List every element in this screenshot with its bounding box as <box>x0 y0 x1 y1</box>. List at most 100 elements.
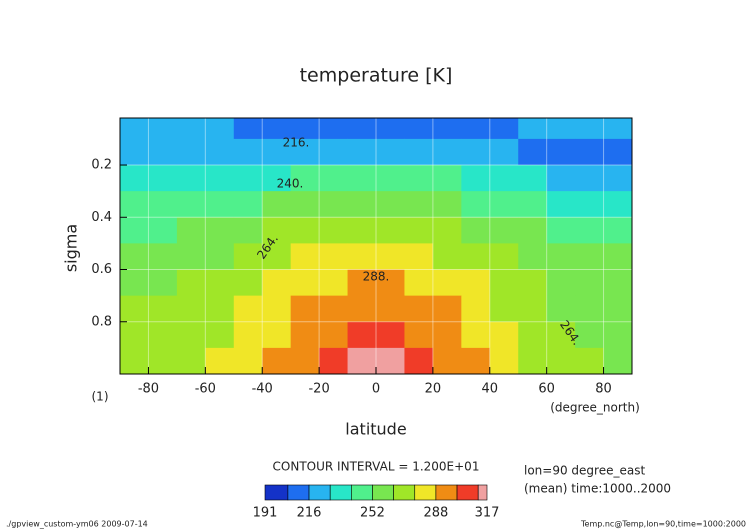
field-cell <box>319 295 349 323</box>
contour-interval: CONTOUR INTERVAL = 1.200E+01 <box>273 460 480 474</box>
field-cell <box>575 217 605 244</box>
note: lon=90 degree_east <box>524 464 645 478</box>
field-cell <box>205 295 235 323</box>
field-cell <box>461 217 491 244</box>
field-cell <box>575 269 605 297</box>
field-cell <box>603 295 633 323</box>
field-cell <box>432 295 462 323</box>
field-cell <box>120 269 149 297</box>
field-cell <box>603 165 633 192</box>
field-cell <box>546 217 576 244</box>
field-cell <box>319 269 349 297</box>
y-tick-label: 0.6 <box>91 262 112 277</box>
field-cell <box>319 191 349 218</box>
field-cell <box>233 321 263 349</box>
field-cell <box>404 118 434 140</box>
field-cell <box>575 191 605 218</box>
field-cell <box>290 191 320 218</box>
colorbar-segment <box>351 484 373 501</box>
field-cell <box>404 217 434 244</box>
field-cell <box>120 138 149 166</box>
field-cell <box>376 118 405 140</box>
field-cell <box>376 321 405 349</box>
field-cell <box>404 269 434 297</box>
y-tick-label: 0.8 <box>91 314 112 329</box>
field-cell <box>404 165 434 192</box>
field-cell <box>290 347 320 375</box>
field-cell <box>347 118 377 140</box>
field-cell <box>120 165 149 192</box>
field-cell <box>518 165 548 192</box>
field-cell <box>432 118 462 140</box>
field-cell <box>432 191 462 218</box>
field-cell <box>461 295 491 323</box>
field-cell <box>461 321 491 349</box>
field-cell <box>404 295 434 323</box>
field-cell <box>176 243 206 271</box>
field-cell <box>404 347 434 375</box>
field-cell <box>575 243 605 271</box>
field-cell <box>546 321 576 349</box>
field-cell <box>148 165 178 192</box>
field-cell <box>290 165 320 192</box>
field-cell <box>176 347 206 375</box>
field-cell <box>489 165 519 192</box>
x-tick-label: -80 <box>138 382 159 397</box>
field-cell <box>205 243 235 271</box>
field-cell <box>205 138 235 166</box>
colorbar-tick-label: 317 <box>475 506 500 521</box>
field-cell <box>376 347 405 375</box>
field-cell <box>262 138 292 166</box>
colorbar-segment <box>308 484 331 501</box>
colorbar-segment <box>456 484 479 501</box>
x-tick-label: -40 <box>252 382 273 397</box>
field-cell <box>432 165 462 192</box>
field-cell <box>603 138 633 166</box>
y-axis-label: sigma <box>62 224 81 272</box>
field-cell <box>233 243 263 271</box>
field-cell <box>432 321 462 349</box>
field-cell <box>290 295 320 323</box>
field-cell <box>290 138 320 166</box>
field <box>120 118 633 375</box>
colorbar-tick-label: 216 <box>297 506 322 521</box>
field-cell <box>148 269 178 297</box>
field-cell <box>603 191 633 218</box>
field-cell <box>489 138 519 166</box>
colorbar-segment <box>477 484 488 501</box>
field-cell <box>262 243 292 271</box>
field-cell <box>461 165 491 192</box>
field-cell <box>489 191 519 218</box>
field-cell <box>233 165 263 192</box>
y-tick-label: 0.4 <box>91 210 112 225</box>
field-cell <box>176 269 206 297</box>
field-cell <box>461 191 491 218</box>
field-cell <box>347 295 377 323</box>
field-cell <box>575 118 605 140</box>
field-cell <box>148 191 178 218</box>
field-cell <box>205 347 235 375</box>
field-cell <box>518 347 548 375</box>
contour-label: 216. <box>283 136 310 150</box>
field-cell <box>518 118 548 140</box>
field-cell <box>489 217 519 244</box>
field-cell <box>120 243 149 271</box>
field-cell <box>120 347 149 375</box>
y-tick-label: 0.2 <box>91 158 112 173</box>
field-cell <box>120 191 149 218</box>
x-axis-label: latitude <box>345 420 406 439</box>
field-cell <box>404 321 434 349</box>
field-cell <box>489 243 519 271</box>
field-cell <box>120 118 149 140</box>
x-tick-label: 60 <box>538 382 555 397</box>
field-cell <box>233 295 263 323</box>
field-cell <box>347 243 377 271</box>
chart-title: temperature [K] <box>300 65 453 87</box>
colorbar-segment <box>264 484 289 501</box>
colorbar-segment <box>287 484 310 501</box>
field-cell <box>148 217 178 244</box>
field-cell <box>148 138 178 166</box>
field-cell <box>489 347 519 375</box>
field-cell <box>233 118 263 140</box>
